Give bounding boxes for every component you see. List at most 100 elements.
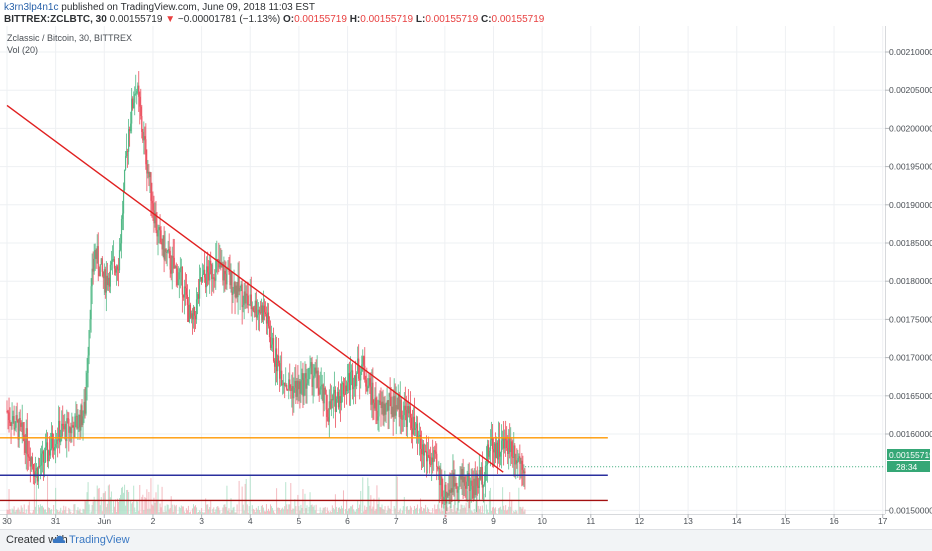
candle-body	[273, 338, 274, 361]
candle-body	[428, 455, 429, 457]
volume-bar	[187, 510, 188, 514]
volume-bar	[165, 506, 166, 514]
x-tick-label: 5	[297, 516, 302, 526]
volume-bar	[320, 507, 321, 514]
volume-bar	[453, 505, 454, 514]
volume-bar	[313, 507, 314, 514]
volume-bar	[432, 508, 433, 514]
volume-bar	[144, 497, 145, 514]
candle-body	[9, 420, 10, 423]
volume-bar	[292, 509, 293, 514]
price-chart[interactable]: Zclassic / Bitcoin, 30, BITTREX Vol (20)…	[0, 0, 932, 529]
volume-bar	[269, 511, 270, 514]
volume-bar	[8, 510, 9, 514]
candle-body	[470, 490, 471, 491]
volume-bar	[201, 508, 202, 514]
volume-bar	[10, 509, 11, 514]
volume-bar	[257, 510, 258, 514]
candle-body	[320, 390, 321, 395]
volume-bar	[277, 508, 278, 514]
candle-body	[32, 457, 33, 464]
volume-bar	[78, 511, 79, 514]
volume-bar	[212, 509, 213, 514]
candle-body	[8, 413, 9, 421]
volume-bar	[126, 490, 127, 514]
volume-bar	[425, 505, 426, 514]
volume-bar	[113, 501, 114, 514]
volume-bar	[342, 508, 343, 514]
candle-body	[11, 421, 12, 427]
candle-body	[110, 265, 111, 287]
candle-body	[207, 266, 208, 272]
volume-bar	[243, 505, 244, 514]
volume-bar	[142, 495, 143, 514]
volume-bar	[433, 513, 434, 514]
candle-body	[231, 272, 232, 295]
candle-body	[490, 440, 491, 451]
volume-bar	[15, 512, 16, 514]
candle-body	[178, 279, 179, 285]
volume-bar	[336, 507, 337, 514]
volume-bar	[402, 511, 403, 514]
volume-bar	[151, 504, 152, 514]
candle-body	[257, 315, 258, 318]
candle-body	[434, 450, 435, 451]
volume-bar	[61, 513, 62, 514]
volume-bar	[430, 513, 431, 514]
volume-bar	[475, 512, 476, 514]
volume-bar	[511, 500, 512, 514]
volume-bar	[465, 508, 466, 514]
candle-body	[166, 249, 167, 253]
volume-bar	[422, 511, 423, 514]
volume-bar	[339, 507, 340, 514]
candle-body	[160, 230, 161, 242]
candle-body	[472, 481, 473, 486]
volume-bar	[106, 507, 107, 514]
candle-body	[211, 265, 212, 280]
volume-bar	[297, 495, 298, 514]
candle-body	[33, 464, 34, 472]
volume-bar	[237, 504, 238, 514]
candle-body	[268, 313, 269, 327]
candle-body	[135, 93, 136, 94]
volume-bar	[340, 509, 341, 514]
volume-bar	[239, 481, 240, 514]
candle-body	[215, 261, 216, 281]
volume-bar	[184, 511, 185, 514]
volume-bar	[228, 508, 229, 514]
volume-bar	[521, 509, 522, 514]
candle-body	[123, 190, 124, 213]
candle-body	[281, 371, 282, 386]
volume-bar	[137, 502, 138, 514]
volume-bar	[323, 508, 324, 514]
candle-body	[72, 425, 73, 427]
candle-body	[119, 250, 120, 270]
x-tick-label: 7	[394, 516, 399, 526]
tradingview-brand[interactable]: TradingView	[69, 534, 130, 546]
volume-bar	[245, 484, 246, 514]
candle-body	[29, 457, 30, 458]
volume-bar	[394, 506, 395, 514]
candle-body	[136, 91, 137, 93]
volume-bar	[267, 511, 268, 514]
volume-bar	[44, 510, 45, 514]
volume-bar	[149, 509, 150, 514]
volume-bar	[449, 506, 450, 514]
volume-bar	[438, 476, 439, 514]
volume-bar	[439, 509, 440, 514]
candle-body	[150, 172, 151, 201]
volume-bar	[92, 505, 93, 514]
volume-bar	[352, 505, 353, 514]
candle-body	[251, 295, 252, 310]
volume-bar	[335, 494, 336, 514]
volume-bar	[280, 510, 281, 514]
volume-bar	[287, 509, 288, 514]
volume-bar	[103, 493, 104, 514]
x-tick-label: 3	[199, 516, 204, 526]
volume-bar	[183, 506, 184, 514]
volume-bar	[11, 513, 12, 514]
volume-bar	[457, 508, 458, 514]
volume-bar	[35, 507, 36, 514]
candle-body	[186, 288, 187, 295]
candle-body	[185, 286, 186, 288]
